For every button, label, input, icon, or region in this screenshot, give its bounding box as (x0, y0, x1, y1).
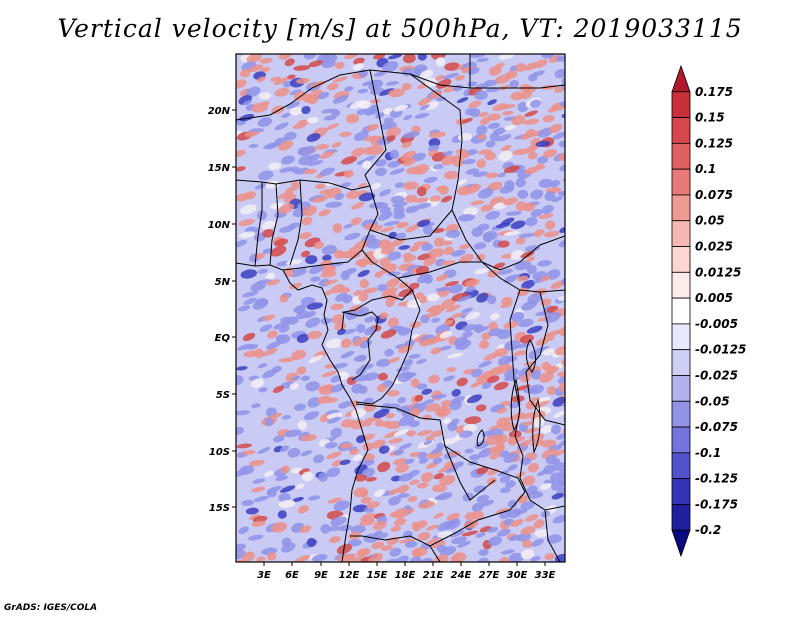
colorbar-segment (671, 220, 691, 247)
colorbar-label: 0.075 (695, 188, 733, 202)
lon-tick-label: 27E (479, 570, 500, 581)
lat-tick-label: 5S (216, 390, 230, 401)
colorbar-label: 0.175 (695, 85, 733, 99)
longitude-axis: 3E 6E 9E 12E 15E 18E 21E 24E 27E 30E 33E (257, 562, 556, 581)
colorbar-label: 0.025 (695, 240, 733, 254)
colorbar-label: -0.025 (695, 368, 738, 382)
colorbar-label: -0.175 (695, 497, 738, 511)
colorbar-segment (671, 297, 691, 325)
colorbar: 0.175 0.15 0.125 0.1 0.075 0.05 0.025 0.0125 0.0… (671, 64, 746, 558)
colorbar-segment (671, 142, 691, 170)
lat-tick-label: 5N (215, 277, 231, 288)
colorbar-segment (671, 529, 691, 558)
colorbar-label: -0.005 (695, 317, 738, 331)
lon-tick-label: 12E (339, 570, 360, 581)
colorbar-segment (671, 349, 691, 376)
colorbar-label: -0.125 (695, 472, 738, 486)
map-title: Vertical velocity [m/s] at 500hPa, VT: 2… (57, 14, 743, 43)
colorbar-label: 0.1 (695, 162, 716, 176)
lon-tick-label: 15E (367, 570, 388, 581)
credit-text: GrADS: IGES/COLA (4, 603, 98, 613)
colorbar-label: 0.125 (695, 136, 733, 150)
colorbar-segment (671, 194, 691, 222)
colorbar-segment (671, 91, 691, 118)
colorbar-label: -0.2 (695, 523, 721, 537)
colorbar-label: -0.1 (695, 446, 721, 460)
lat-tick-label: 10S (209, 447, 230, 458)
lat-tick-label: 10N (208, 220, 231, 231)
lon-tick-label: 21E (423, 570, 444, 581)
colorbar-label: 0.0125 (695, 265, 741, 279)
lon-tick-label: 30E (507, 570, 528, 581)
colorbar-segment (671, 117, 691, 144)
lat-tick-label: EQ (215, 333, 231, 344)
colorbar-label: 0.15 (695, 111, 725, 125)
colorbar-segment (671, 271, 691, 299)
colorbar-label: 0.05 (695, 214, 725, 228)
lon-tick-label: 18E (395, 570, 416, 581)
colorbar-segment (671, 504, 691, 531)
colorbar-label: 0.005 (695, 291, 733, 305)
colorbar-segment (671, 478, 691, 505)
colorbar-segment (671, 426, 691, 454)
lat-tick-label: 20N (208, 106, 231, 117)
colorbar-segment (671, 64, 691, 93)
country-borders (236, 54, 565, 562)
lon-tick-label: 33E (535, 570, 556, 581)
lon-tick-label: 24E (451, 570, 472, 581)
colorbar-segment (671, 452, 691, 480)
colorbar-segment (671, 168, 691, 196)
colorbar-label: -0.05 (695, 394, 730, 408)
velocity-field (236, 54, 565, 562)
lat-tick-label: 15S (209, 503, 230, 514)
colorbar-label: -0.0125 (695, 343, 746, 357)
colorbar-label: -0.075 (695, 420, 738, 434)
colorbar-segment (671, 400, 691, 428)
colorbar-segment (671, 246, 691, 273)
map-frame (235, 53, 566, 563)
lon-tick-label: 3E (257, 570, 271, 581)
lon-tick-label: 6E (285, 570, 299, 581)
lon-tick-label: 9E (314, 570, 328, 581)
latitude-axis: 20N 15N 10N 5N EQ 5S 10S 15S (208, 106, 236, 514)
colorbar-segment (671, 375, 691, 402)
colorbar-segment (671, 323, 691, 351)
lat-tick-label: 15N (208, 163, 231, 174)
